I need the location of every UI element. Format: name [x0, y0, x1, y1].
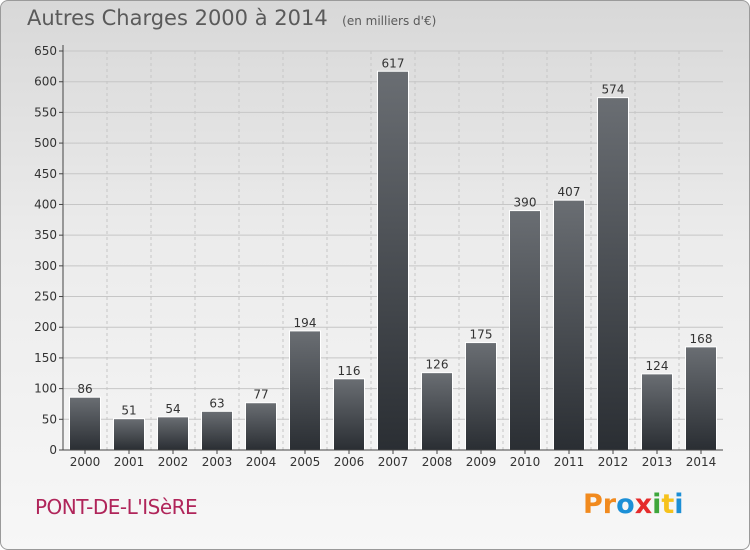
bar-value-label: 617 [382, 56, 405, 70]
logo-letter: i [674, 489, 684, 520]
bar [333, 378, 365, 451]
axes: 0 50 100 150 200 250 300 350 400 450 500 550 600 650 2… [34, 44, 723, 469]
bar [421, 372, 453, 451]
x-tick-label: 2010 [510, 455, 541, 469]
bar [465, 342, 497, 451]
x-tick-label: 2012 [598, 455, 629, 469]
y-tick-label: 400 [34, 197, 57, 211]
bar-value-label: 63 [209, 396, 224, 410]
y-tick-label: 300 [34, 259, 57, 273]
bar [289, 330, 321, 451]
y-tick-label: 150 [34, 351, 57, 365]
logo-letter: t [661, 489, 675, 520]
x-tick-label: 2014 [686, 455, 717, 469]
x-tick-label: 2000 [70, 455, 101, 469]
bar-value-label: 407 [558, 185, 581, 199]
bar [641, 373, 673, 451]
logo-letter: o [616, 489, 635, 520]
bar-value-label: 54 [165, 402, 180, 416]
bar [245, 402, 277, 451]
logo-letter: r [602, 489, 617, 520]
y-tick-label: 350 [34, 228, 57, 242]
x-tick-label: 2002 [158, 455, 189, 469]
y-tick-label: 500 [34, 136, 57, 150]
x-tick-label: 2011 [554, 455, 585, 469]
bar [685, 346, 717, 451]
y-tick-label: 600 [34, 75, 57, 89]
y-tick-label: 0 [49, 443, 57, 457]
bar-value-label: 86 [77, 382, 92, 396]
bar-value-label: 124 [646, 359, 669, 373]
y-tick-label: 50 [42, 412, 57, 426]
bar [113, 418, 145, 451]
logo-letter: P [583, 489, 603, 520]
bar-value-label: 77 [253, 388, 268, 402]
bar [69, 396, 101, 451]
x-tick-label: 2001 [114, 455, 145, 469]
bar-value-label: 116 [338, 364, 361, 378]
y-tick-label: 200 [34, 320, 57, 334]
x-tick-label: 2008 [422, 455, 453, 469]
bar [157, 416, 189, 451]
place-name: PONT-DE-L'ISèRE [35, 495, 198, 519]
y-tick-label: 650 [34, 44, 57, 58]
x-tick-label: 2009 [466, 455, 497, 469]
y-tick-label: 450 [34, 167, 57, 181]
bar-value-label: 194 [294, 316, 317, 330]
x-tick-label: 2004 [246, 455, 277, 469]
title-row: Autres Charges 2000 à 2014 (en milliers … [27, 6, 436, 30]
y-tick-label: 250 [34, 290, 57, 304]
bar [597, 97, 629, 451]
proxiti-logo: Proxiti [583, 489, 684, 520]
bar [509, 210, 541, 451]
x-tick-label: 2003 [202, 455, 233, 469]
bar [377, 70, 409, 451]
bar [201, 410, 233, 451]
bar-value-label: 175 [470, 328, 493, 342]
bars [69, 70, 717, 451]
x-tick-label: 2007 [378, 455, 409, 469]
chart-subtitle: (en milliers d'€) [342, 14, 437, 28]
bar-value-label: 51 [121, 404, 136, 418]
x-tick-label: 2013 [642, 455, 673, 469]
x-tick-label: 2006 [334, 455, 365, 469]
y-tick-label: 100 [34, 382, 57, 396]
bar-value-label: 168 [690, 332, 713, 346]
bar-value-label: 574 [602, 83, 625, 97]
chart-title: Autres Charges 2000 à 2014 [27, 6, 328, 30]
bar-value-label: 390 [514, 196, 537, 210]
labels: 86 51 54 63 77 194 116 617 126 175 390 407 574 124 168 [77, 56, 712, 417]
logo-letter: i [652, 489, 662, 520]
bar-value-label: 126 [426, 358, 449, 372]
y-tick-label: 550 [34, 105, 57, 119]
bar [553, 199, 585, 451]
x-tick-label: 2005 [290, 455, 321, 469]
logo-letter: x [634, 489, 653, 520]
